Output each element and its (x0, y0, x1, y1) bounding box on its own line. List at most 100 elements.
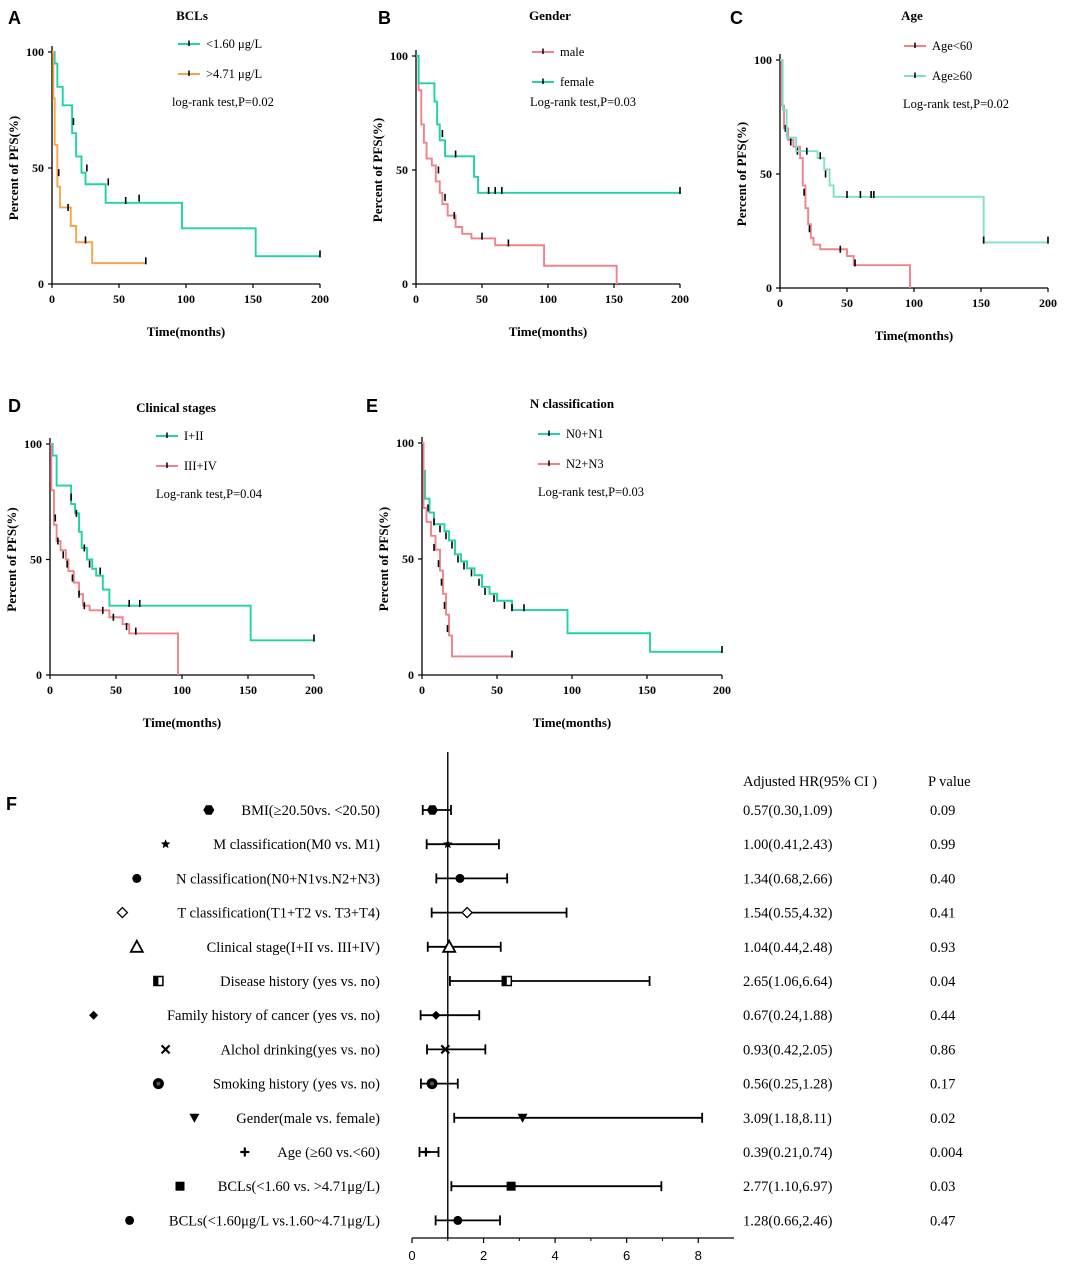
km-curve-2 (416, 55, 680, 194)
p-value: 0.41 (930, 906, 955, 922)
chart-title: Clinical stages (136, 400, 216, 415)
legend-label: III+IV (184, 459, 217, 473)
x-tick-label: 200 (305, 683, 323, 697)
x-tick-label: 50 (491, 683, 503, 697)
p-value: 0.86 (930, 1042, 955, 1058)
hr-marker (189, 1113, 200, 1123)
hr-marker (125, 1215, 135, 1225)
p-value: 0.40 (930, 871, 955, 887)
hr-ci-value: 1.04(0.44,2.48) (743, 940, 833, 956)
p-value: 0.93 (930, 940, 955, 956)
x-tick-label: 2 (480, 1248, 487, 1263)
x-tick-label: 100 (173, 683, 191, 697)
x-axis-label: Time(months) (143, 715, 221, 730)
x-tick-label: 100 (905, 296, 923, 310)
hr-marker (506, 1181, 516, 1191)
y-tick-label: 100 (754, 53, 772, 67)
x-tick-label: 50 (841, 296, 853, 310)
forest-row: Family history of cancer (yes vs. no) 0.6… (89, 1008, 956, 1024)
forest-row: BCLs(<1.60μg/L vs.1.60~4.71μg/L) 1.28(0.6… (125, 1213, 955, 1229)
x-tick-label: 50 (113, 292, 125, 306)
p-value: 0.44 (930, 1008, 956, 1024)
legend-label: >4.71 μg/L (206, 67, 262, 81)
hr-marker-center (430, 1081, 435, 1086)
forest-row: Gender(male vs. female) 3.09(1.18,8.11) 0.… (189, 1111, 955, 1127)
p-value: 0.02 (930, 1111, 955, 1127)
km-panel-D: D Clinical stages 0 50 100 150 200 0 50 100 Percen… (4, 396, 323, 730)
row-label: Disease history (yes vs. no) (220, 974, 380, 990)
x-tick-label: 100 (539, 292, 557, 306)
x-tick-label: 6 (623, 1248, 630, 1263)
y-tick-label: 100 (24, 437, 42, 451)
x-tick-label: 0 (413, 292, 419, 306)
y-tick-label: 50 (32, 161, 44, 175)
p-value: 0.04 (930, 974, 956, 990)
hr-marker-b (160, 1044, 171, 1055)
hr-marker (431, 1010, 441, 1020)
chart-title: BCLs (176, 8, 208, 23)
x-tick-label: 100 (563, 683, 581, 697)
y-tick-label: 0 (402, 277, 408, 291)
km-curve-1 (52, 51, 320, 258)
forest-row: N classification(N0+N1vs.N2+N3) 1.34(0.68… (132, 871, 955, 887)
hr-ci-value: 0.39(0.21,0.74) (743, 1145, 833, 1161)
p-value: 0.99 (930, 837, 955, 853)
hr-ci-value: 2.77(1.10,6.97) (743, 1179, 833, 1195)
y-tick-label: 0 (408, 668, 414, 682)
row-label: M classification(M0 vs. M1) (213, 837, 380, 853)
hr-marker-fill (502, 976, 507, 986)
km-curve-1 (780, 59, 911, 288)
hr-ci-value: 0.67(0.24,1.88) (743, 1008, 833, 1024)
hr-marker (443, 839, 453, 849)
km-panel-B: B Gender 0 50 100 150 200 0 50 100 Percent of PFS(… (370, 8, 689, 339)
x-axis-label: Time(months) (147, 324, 225, 339)
row-label: T classification(T1+T2 vs. T3+T4) (177, 906, 380, 922)
log-rank-annotation: Log-rank test,P=0.03 (538, 485, 644, 499)
y-tick-label: 50 (402, 552, 414, 566)
hr-marker (517, 1113, 528, 1123)
hr-ci-value: 3.09(1.18,8.11) (743, 1111, 832, 1127)
x-tick-label: 0 (49, 292, 55, 306)
panel-letter: E (366, 396, 378, 416)
x-tick-label: 150 (972, 296, 990, 310)
y-tick-label: 100 (26, 45, 44, 59)
x-tick-label: 50 (476, 292, 488, 306)
row-label: BCLs(<1.60μg/L vs.1.60~4.71μg/L) (169, 1213, 380, 1229)
x-tick-label: 0 (777, 296, 783, 310)
y-tick-label: 50 (396, 163, 408, 177)
y-tick-label: 100 (390, 49, 408, 63)
hr-marker-fill (153, 976, 159, 986)
forest-plot-panel: F Adjusted HR(95% CI ) P value 0 2 4 6 8 BMI(≥20… (6, 752, 971, 1263)
hr-ci-value: 1.00(0.41,2.43) (743, 837, 833, 853)
forest-row: Alchol drinking(yes vs. no) 0.93(0.42,2.0… (160, 1042, 955, 1058)
x-tick-label: 0 (408, 1248, 415, 1263)
x-tick-label: 4 (551, 1248, 558, 1263)
legend-label: I+II (184, 429, 204, 443)
hr-marker (203, 805, 215, 815)
chart-title: Gender (529, 8, 571, 23)
hr-marker (89, 1010, 99, 1020)
km-curve-2 (780, 59, 1048, 244)
legend-label: N2+N3 (566, 457, 604, 471)
hr-ci-value: 0.93(0.42,2.05) (743, 1042, 833, 1058)
row-label: BMI(≥20.50vs. <20.50) (241, 803, 380, 819)
hr-marker (132, 873, 142, 883)
row-label: BCLs(<1.60 vs. >4.71μg/L) (218, 1179, 380, 1195)
x-tick-label: 150 (244, 292, 262, 306)
x-tick-label: 150 (638, 683, 656, 697)
legend-label: Age<60 (932, 39, 972, 53)
km-curve-1 (416, 55, 618, 284)
forest-row: T classification(T1+T2 vs. T3+T4) 1.54(0.… (116, 906, 955, 922)
x-tick-label: 100 (177, 292, 195, 306)
legend-label: Age≥60 (932, 69, 972, 83)
hr-ci-value: 1.54(0.55,4.32) (743, 906, 833, 922)
hr-marker (116, 906, 129, 919)
row-label: Family history of cancer (yes vs. no) (167, 1008, 380, 1024)
forest-row: BMI(≥20.50vs. <20.50) 0.57(0.30,1.09) 0.09 (203, 803, 955, 819)
hr-ci-value: 1.34(0.68,2.66) (743, 871, 833, 887)
hr-ci-value: 1.28(0.66,2.46) (743, 1213, 833, 1229)
panel-letter: F (6, 794, 17, 814)
forest-row: Clinical stage(I+II vs. III+IV) 1.04(0.44… (129, 938, 955, 956)
panel-letter: B (378, 8, 391, 28)
row-label: Alchol drinking(yes vs. no) (221, 1042, 381, 1058)
